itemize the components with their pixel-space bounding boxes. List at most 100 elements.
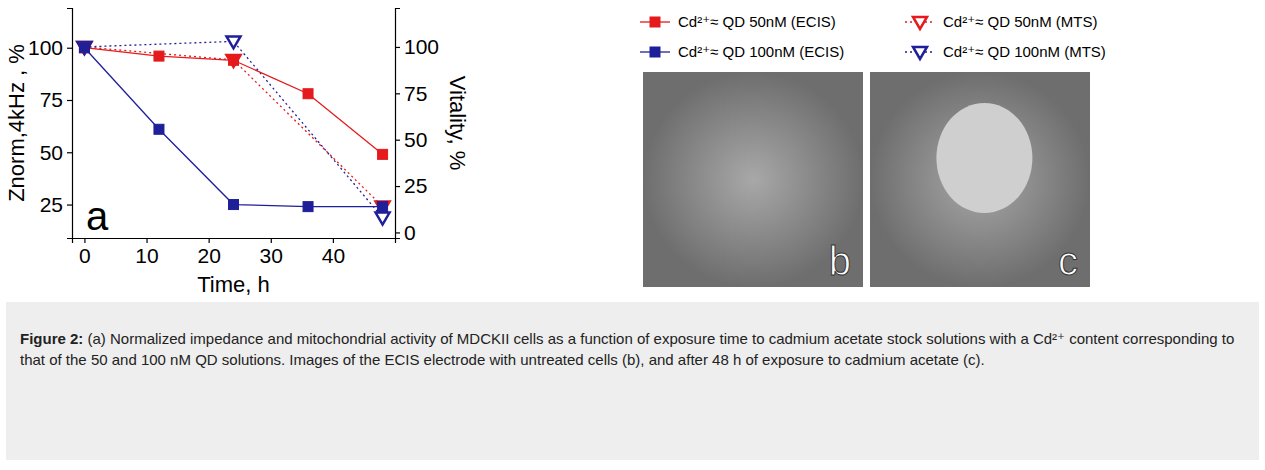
axis-yticks: 255075100 xyxy=(28,9,73,239)
tick: 20 xyxy=(197,238,220,267)
legend-swatch xyxy=(650,17,660,27)
marker-group xyxy=(303,202,313,212)
axis-line xyxy=(396,9,401,239)
marker-group xyxy=(77,42,91,54)
tick-mark xyxy=(395,93,400,94)
marker-group xyxy=(79,43,89,53)
data-point xyxy=(77,42,91,54)
tick-mark xyxy=(333,238,334,243)
chart-svg: 0102030402550751000255075100Time, hZnorm… xyxy=(0,0,1265,300)
tick: 50 xyxy=(40,140,72,163)
tick-label: 10 xyxy=(135,244,158,267)
data-point xyxy=(154,51,164,61)
legend-marker xyxy=(650,47,660,57)
tick-mark xyxy=(67,152,72,153)
image-panel: b xyxy=(643,72,863,287)
tick-mark xyxy=(395,47,400,48)
marker-group xyxy=(229,55,239,65)
tick: 25 xyxy=(40,193,72,216)
tick: 75 xyxy=(40,88,72,111)
tick: 50 xyxy=(395,128,427,151)
micrograph xyxy=(870,72,1090,287)
axis-line xyxy=(67,9,73,239)
data-point xyxy=(227,36,241,48)
tick-label: 100 xyxy=(404,35,439,58)
data-point xyxy=(229,55,239,65)
tick-mark xyxy=(271,238,272,243)
tick-label: 50 xyxy=(40,140,63,163)
data-point xyxy=(154,124,164,134)
series-line xyxy=(84,48,382,155)
marker-group xyxy=(229,200,239,210)
series-line xyxy=(84,48,382,207)
panel-label: a xyxy=(86,194,109,238)
panel-label: c xyxy=(1058,239,1078,283)
tick-label: 25 xyxy=(40,193,63,216)
legend-label: Cd²⁺≈ QD 100nM (ECIS) xyxy=(678,43,844,60)
tick: 40 xyxy=(322,238,345,267)
tick-label: 75 xyxy=(404,82,427,105)
data-point xyxy=(376,213,390,225)
tick: 25 xyxy=(395,174,427,197)
tick-mark xyxy=(67,100,72,101)
marker-group xyxy=(303,89,313,99)
tick-label: 20 xyxy=(197,244,220,267)
axis-xticks: 0 10 20 30 40 xyxy=(73,238,396,267)
tick: 30 xyxy=(260,238,283,267)
cell-free-area xyxy=(936,103,1032,213)
tick-mark xyxy=(395,140,400,141)
legend-entry: Cd²⁺≈ QD 100nM (MTS) xyxy=(905,43,1106,60)
tick: 75 xyxy=(395,82,427,105)
marker-group xyxy=(227,36,241,48)
legend-swatch xyxy=(913,17,927,29)
marker-group xyxy=(77,42,91,54)
tick: 100 xyxy=(395,35,439,58)
tick-mark xyxy=(146,238,147,243)
tick-label: 0 xyxy=(79,244,91,267)
marker-group xyxy=(378,149,388,159)
micrograph xyxy=(643,72,863,287)
legend-marker xyxy=(650,17,660,27)
data-point xyxy=(79,43,89,53)
caption-label: Figure 2: xyxy=(20,330,83,347)
panel-label: b xyxy=(829,239,851,283)
plot-area xyxy=(77,36,389,224)
tick-mark xyxy=(67,204,72,205)
legend-marker xyxy=(913,47,927,59)
tick-mark xyxy=(84,238,85,243)
data-point xyxy=(303,202,313,212)
data-point xyxy=(79,43,89,53)
legend: Cd²⁺≈ QD 50nM (ECIS) Cd²⁺≈ QD 100nM (ECIS… xyxy=(640,13,1106,60)
caption-text: (a) Normalized impedance and mitochondri… xyxy=(20,330,1234,368)
legend-label: Cd²⁺≈ QD 50nM (ECIS) xyxy=(678,13,836,30)
tick-label: 30 xyxy=(260,244,283,267)
caption: Figure 2: (a) Normalized impedance and m… xyxy=(6,302,1259,460)
data-point xyxy=(378,202,388,212)
tick: 10 xyxy=(135,238,158,267)
data-point xyxy=(227,55,241,67)
series-line xyxy=(84,41,382,217)
tick-label: 25 xyxy=(404,174,427,197)
tick: 0 xyxy=(79,238,91,267)
axis-y2ticks: 0255075100 xyxy=(395,9,439,244)
y-axis-title: Znorm,4kHz , % xyxy=(4,44,29,202)
image-panel: c xyxy=(870,72,1090,287)
tick-label: 40 xyxy=(322,244,345,267)
legend-label: Cd²⁺≈ QD 100nM (MTS) xyxy=(943,43,1106,60)
data-point xyxy=(77,42,91,54)
y2-axis-title: Vitality, % xyxy=(445,76,470,171)
tick-label: 75 xyxy=(40,88,63,111)
data-point xyxy=(229,200,239,210)
data-point xyxy=(378,149,388,159)
marker-group xyxy=(154,51,164,61)
data-point xyxy=(376,201,390,213)
legend-marker xyxy=(913,17,927,29)
marker-group xyxy=(154,124,164,134)
tick-mark xyxy=(395,232,400,233)
space xyxy=(83,330,87,347)
tick-mark xyxy=(395,186,400,187)
marker-group xyxy=(227,55,241,67)
legend-entry: Cd²⁺≈ QD 50nM (MTS) xyxy=(905,13,1098,30)
marker-group xyxy=(376,201,390,213)
data-point xyxy=(303,89,313,99)
